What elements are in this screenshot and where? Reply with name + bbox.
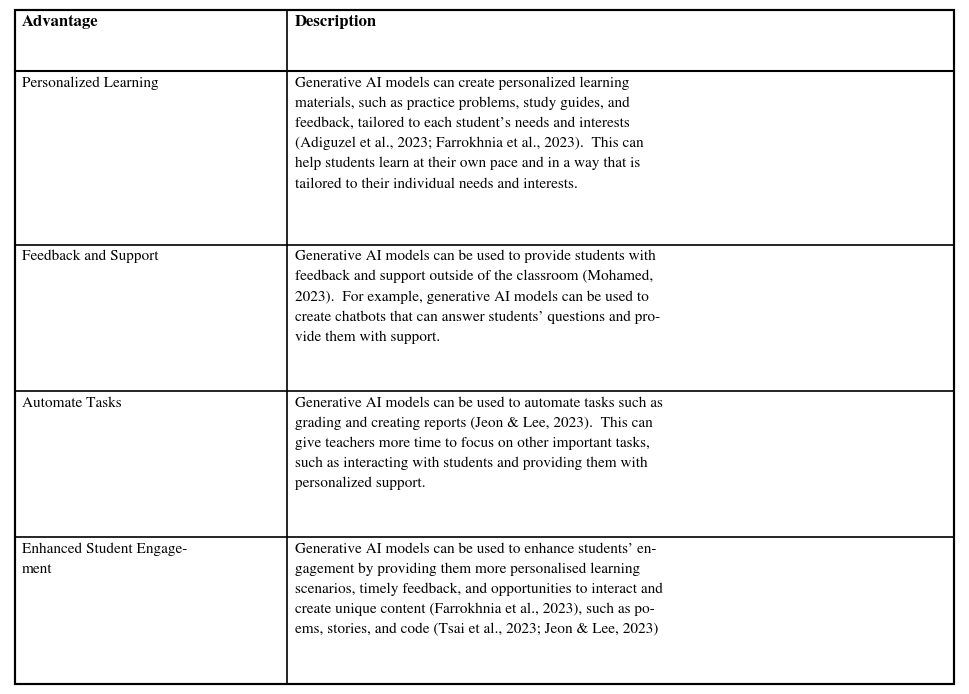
Text: Generative AI models can be used to automate tasks such as
grading and creating : Generative AI models can be used to auto… — [295, 396, 663, 490]
Text: Generative AI models can be used to enhance students’ en-
gagement by providing : Generative AI models can be used to enha… — [295, 543, 663, 636]
Text: Generative AI models can be used to provide students with
feedback and support o: Generative AI models can be used to prov… — [295, 250, 660, 344]
Text: Generative AI models can create personalized learning
materials, such as practic: Generative AI models can create personal… — [295, 76, 643, 191]
Text: Description: Description — [295, 15, 377, 29]
Text: Enhanced Student Engage-
ment: Enhanced Student Engage- ment — [22, 543, 188, 576]
Text: Personalized Learning: Personalized Learning — [22, 76, 159, 90]
Text: Automate Tasks: Automate Tasks — [22, 396, 122, 409]
Text: Advantage: Advantage — [22, 15, 99, 29]
Text: Feedback and Support: Feedback and Support — [22, 250, 159, 263]
